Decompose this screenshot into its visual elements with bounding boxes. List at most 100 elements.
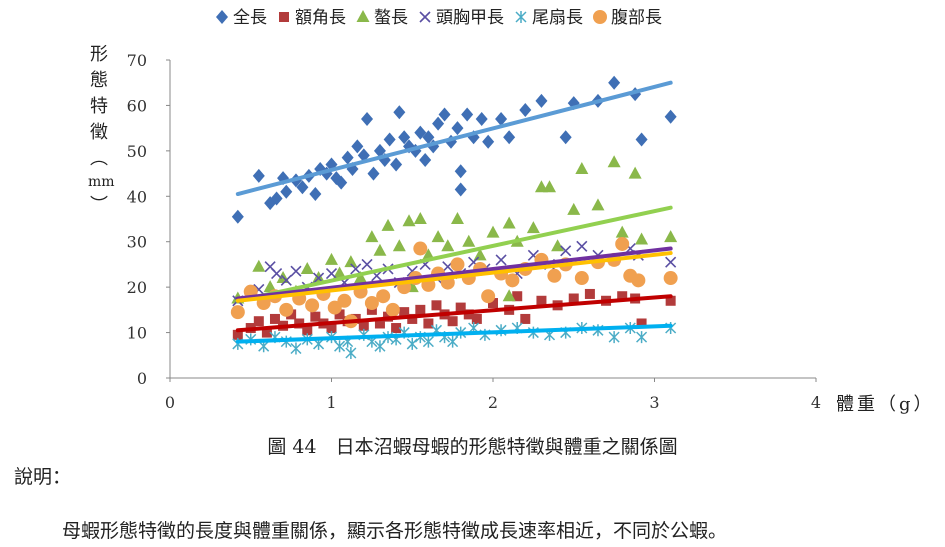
data-point (374, 340, 386, 353)
data-point (350, 263, 362, 275)
data-point (463, 309, 474, 320)
data-point (471, 313, 482, 324)
data-point (419, 152, 432, 167)
data-point (423, 318, 434, 329)
data-point (454, 164, 467, 179)
data-point (447, 335, 459, 348)
data-point (334, 340, 346, 353)
data-point (390, 157, 403, 172)
data-point (473, 248, 487, 261)
data-point (447, 316, 458, 327)
data-point (635, 132, 648, 147)
data-point (407, 313, 418, 324)
data-point (253, 316, 264, 327)
data-point (481, 289, 496, 304)
y-tick-label: 40 (127, 187, 147, 206)
data-point (607, 155, 621, 168)
data-point (361, 112, 374, 127)
data-point (279, 302, 294, 317)
data-point (252, 259, 266, 272)
data-point (665, 295, 676, 306)
legend-marker (515, 11, 527, 23)
data-point (399, 307, 410, 318)
data-point (232, 329, 243, 340)
data-point (608, 75, 621, 90)
data-point (310, 311, 321, 322)
y-tick-label: 20 (127, 278, 147, 297)
data-point (636, 331, 648, 344)
data-point (335, 175, 348, 190)
data-point (431, 230, 445, 243)
data-point (526, 221, 540, 234)
data-point (271, 267, 283, 280)
legend-label: 頭胸甲長 (436, 8, 504, 28)
data-point (305, 298, 320, 313)
data-point (462, 234, 476, 247)
data-point (422, 335, 434, 348)
data-point (300, 261, 314, 274)
data-point (576, 240, 588, 252)
data-point (575, 162, 589, 175)
data-point (326, 323, 337, 334)
legend-label: 額角長 (295, 8, 346, 28)
data-point (365, 230, 379, 243)
data-point (450, 257, 465, 272)
data-point (231, 209, 244, 224)
data-point (486, 225, 500, 238)
legend-label: 螯長 (374, 8, 408, 28)
data-point (302, 325, 313, 336)
y-axis-label-char: 形 (90, 44, 108, 65)
data-point (519, 102, 532, 117)
data-point (373, 143, 386, 158)
note-title: 說明： (14, 466, 72, 488)
data-point (608, 331, 620, 344)
data-point (615, 236, 630, 251)
data-point (482, 134, 495, 149)
y-tick-label: 70 (127, 51, 147, 70)
x-tick-label: 3 (649, 393, 659, 412)
data-point (547, 268, 562, 283)
data-point (392, 239, 406, 252)
data-point (376, 289, 391, 304)
data-point (451, 121, 464, 136)
data-point (502, 289, 516, 302)
data-point (325, 252, 338, 265)
data-point (252, 168, 265, 183)
data-point (413, 212, 427, 224)
data-point (398, 130, 411, 145)
y-axis-label-char: mm (88, 174, 115, 191)
data-point (373, 243, 387, 256)
data-point (309, 187, 322, 202)
data-point (270, 191, 283, 206)
data-point (431, 300, 442, 311)
data-point (536, 295, 547, 306)
y-tick-label: 60 (127, 96, 147, 115)
trend-line (235, 294, 673, 333)
data-point (341, 150, 354, 165)
data-point (665, 256, 677, 268)
data-point (422, 130, 435, 145)
data-point (296, 180, 309, 195)
data-point (664, 230, 678, 243)
x-tick-label: 1 (326, 393, 336, 412)
data-point (635, 232, 649, 245)
y-axis-label-char: 特 (90, 96, 108, 118)
data-point (441, 239, 455, 252)
y-axis-label: 形態特徵 ︵ mm ︶ (88, 42, 115, 219)
x-tick-label: 4 (811, 393, 821, 412)
data-point (334, 309, 345, 320)
data-point (269, 313, 280, 324)
data-point (351, 139, 364, 154)
data-point (333, 266, 347, 279)
data-point (663, 271, 678, 286)
data-point (413, 241, 428, 256)
data-point (461, 107, 474, 122)
y-axis-label-char: 態 (90, 70, 108, 92)
x-tick-label: 2 (488, 393, 498, 412)
y-tick-label: 10 (127, 324, 147, 343)
trend-line (235, 251, 673, 303)
data-point (520, 313, 531, 324)
legend-marker (279, 12, 289, 22)
data-point (263, 280, 277, 293)
data-point (402, 214, 416, 227)
